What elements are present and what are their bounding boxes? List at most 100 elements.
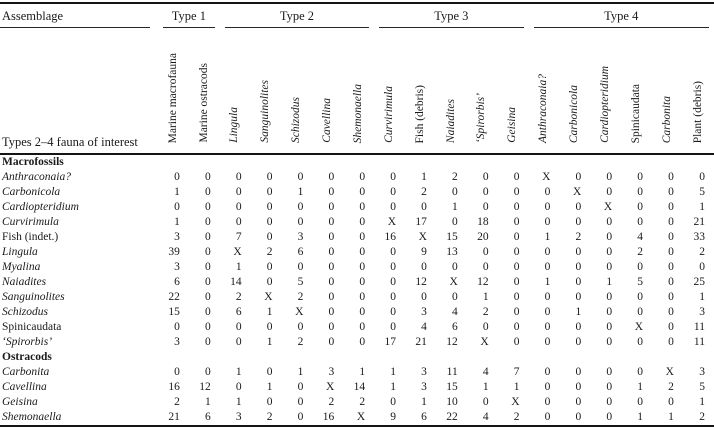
data-cell: 6 [405, 410, 436, 427]
data-cell: 1 [235, 261, 242, 274]
table-row: Curvirimula 1 0 0 0 0 0 0 X 17 0 18 0 0 0 0 0 0 21 [0, 215, 714, 230]
data-cell: 3 [174, 336, 180, 349]
data-cell: 2 [250, 410, 282, 427]
data-cell: 3 [174, 261, 180, 274]
data-cell: 0 [668, 171, 674, 184]
data-cell: 0 [544, 201, 551, 214]
data-cell: 1 [575, 306, 582, 319]
data-cell: 0 [606, 366, 613, 379]
data-cell: 1 [606, 276, 613, 289]
column-header: Marine ostracods [188, 28, 220, 155]
data-cell: 6 [174, 276, 180, 289]
data-cell: X [325, 381, 335, 394]
data-cell: X [418, 231, 427, 244]
data-cell: 1 [390, 366, 396, 379]
data-cell: 0 [205, 321, 211, 334]
data-cell: 0 [205, 291, 211, 304]
data-cell: 0 [575, 291, 582, 304]
data-cell: 1 [452, 201, 458, 214]
data-cell: 0 [482, 201, 489, 214]
row-label: Cardiopteridium [2, 201, 79, 214]
group-header-type-3: Type 3 [374, 3, 528, 28]
data-cell: 0 [328, 276, 335, 289]
data-cell: 0 [235, 171, 242, 184]
data-cell: 0 [668, 396, 674, 409]
group-header-label: Type 1 [163, 8, 215, 28]
data-cell: 33 [693, 231, 706, 244]
row-label: Shemonaella [0, 410, 158, 427]
data-cell: 0 [266, 201, 273, 214]
data-cell: 0 [266, 276, 273, 289]
data-cell: X [449, 276, 458, 289]
data-cell: 0 [699, 171, 705, 184]
data-cell: 2 [174, 396, 180, 409]
data-cell: 0 [668, 321, 674, 334]
data-cell: 0 [205, 231, 211, 244]
data-cell: 0 [328, 186, 335, 199]
data-cell: 1 [421, 171, 427, 184]
data-cell: X [264, 291, 273, 304]
data-cell: 0 [266, 261, 273, 274]
column-header: Geisina [497, 28, 529, 155]
data-cell: 0 [359, 291, 366, 304]
row-label: Spinicaudata [2, 321, 62, 334]
row-label: Cavellina [2, 381, 47, 394]
data-cell: 0 [513, 261, 520, 274]
data-cell: 0 [606, 171, 613, 184]
data-cell: 4 [452, 306, 458, 319]
data-cell: 1 [205, 396, 211, 409]
data-cell: 2 [482, 306, 489, 319]
table-row: Shemonaella 21 6 3 2 0 16 X 9 6 22 4 2 0 0 0 1 1 2 [0, 410, 714, 427]
table-row: Carbonita 0 0 1 0 1 3 1 1 3 11 4 7 0 0 0 0 X 3 [0, 365, 714, 380]
data-cell: 0 [606, 261, 613, 274]
data-cell: 17 [384, 336, 397, 349]
data-cell: 0 [297, 216, 304, 229]
data-cell: 0 [513, 186, 520, 199]
data-cell: 0 [668, 336, 674, 349]
data-cell: 0 [544, 246, 551, 259]
data-cell: 0 [205, 306, 211, 319]
data-cell: 0 [205, 216, 211, 229]
column-header: Spinicaudata [621, 28, 652, 155]
column-header: Carbonicola [559, 28, 591, 155]
rotated-column-label: Marine macrofauna [166, 52, 179, 143]
data-cell: 0 [544, 216, 551, 229]
column-header: Schizodus [281, 28, 313, 155]
data-cell: 0 [297, 261, 304, 274]
data-cell: 0 [513, 336, 520, 349]
data-cell: X [572, 186, 582, 199]
data-cell: 7 [513, 366, 520, 379]
data-cell: 21 [415, 336, 427, 349]
group-header-label: Type 4 [533, 8, 709, 28]
data-cell: 0 [452, 261, 458, 274]
data-cell: 0 [482, 171, 489, 184]
column-header: ‘Spirorbis’ [466, 28, 498, 155]
group-header-label: Type 3 [379, 8, 524, 28]
data-cell: 2 [266, 246, 273, 259]
data-cell: 3 [328, 366, 335, 379]
data-cell: 0 [266, 366, 273, 379]
rotated-column-label: Schizodus [290, 97, 303, 143]
data-cell: 0 [575, 201, 582, 214]
table-row: Sanguinolites 22 0 2 X 2 0 0 0 0 0 1 0 0 0 0 0 0 1 [0, 290, 714, 305]
data-cell: 0 [575, 276, 582, 289]
rotated-column-label: Marine ostracods [197, 63, 210, 143]
data-cell: 0 [606, 381, 613, 394]
data-cell: 12 [446, 336, 458, 349]
data-cell: 20 [477, 231, 489, 244]
table-row: Lingula 39 0 X 2 6 0 0 0 9 13 0 0 0 0 0 2 0 2 [0, 245, 714, 260]
data-cell: 17 [415, 216, 427, 229]
data-cell: 0 [359, 171, 366, 184]
data-cell: 3 [219, 410, 251, 427]
data-cell: 0 [205, 366, 211, 379]
data-cell: 1 [637, 381, 643, 394]
data-cell: 1 [235, 396, 242, 409]
data-cell: 0 [637, 291, 643, 304]
rotated-column-label: Spinicaudata [629, 83, 642, 143]
data-cell: 0 [637, 216, 643, 229]
data-cell: 16 [384, 231, 397, 244]
data-cell: 0 [513, 291, 520, 304]
data-cell: 0 [452, 216, 458, 229]
data-cell: 9 [421, 246, 427, 259]
data-cell: 5 [637, 276, 643, 289]
